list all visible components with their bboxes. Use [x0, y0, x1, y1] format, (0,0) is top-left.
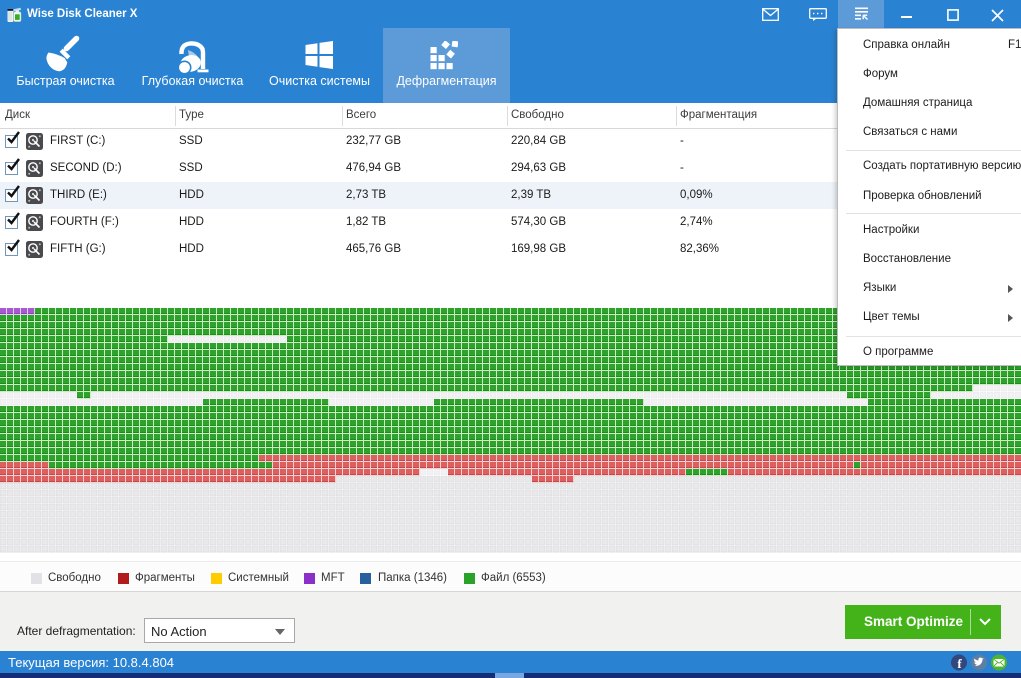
svg-text:f: f: [957, 656, 962, 671]
